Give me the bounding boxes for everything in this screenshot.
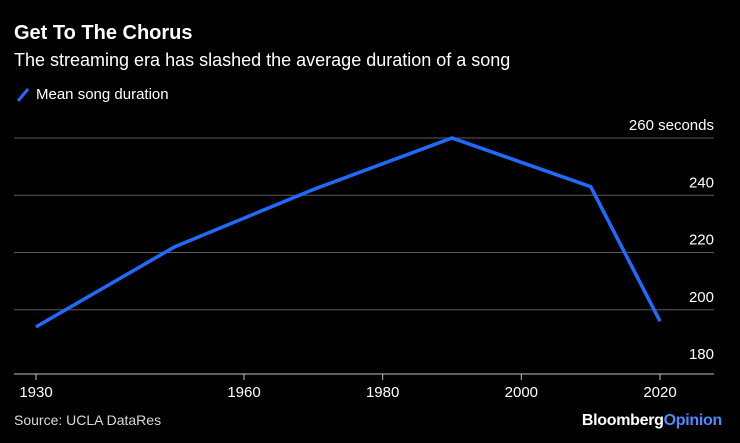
chart-subtitle: The streaming era has slashed the averag…	[14, 50, 511, 70]
x-tick-label: 1980	[366, 384, 399, 401]
x-tick-label: 1960	[227, 384, 260, 401]
y-tick-label: 240	[689, 174, 714, 191]
y-tick-label: 200	[689, 289, 714, 306]
legend-label: Mean song duration	[36, 86, 169, 103]
x-tick-label: 2020	[643, 384, 676, 401]
x-tick-label: 2000	[505, 384, 538, 401]
legend-line-icon	[16, 87, 30, 102]
brand-logo: BloombergOpinion	[581, 412, 722, 429]
chart-title: Get To The Chorus	[14, 22, 193, 44]
legend: Mean song duration	[16, 86, 169, 103]
series-line-mean-song-duration	[35, 136, 662, 329]
source-note: Source: UCLA DataRes	[14, 412, 162, 428]
y-tick-label: 220	[689, 232, 714, 249]
y-tick-label: 180	[689, 346, 714, 363]
y-tick-label: 260 seconds	[629, 117, 714, 134]
x-tick-label: 1930	[19, 384, 52, 401]
